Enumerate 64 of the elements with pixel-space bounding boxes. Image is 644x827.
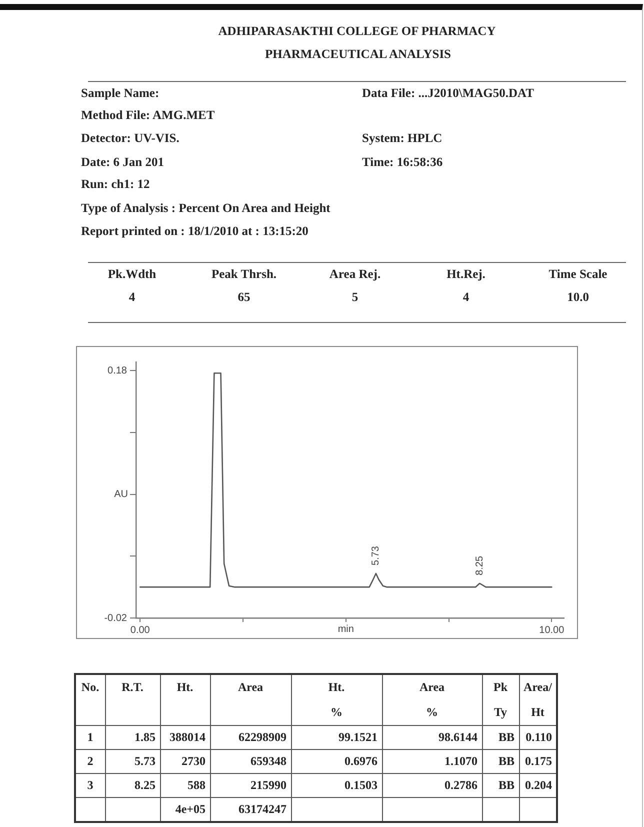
text: 1.1070 <box>444 754 478 768</box>
text: Ht. % <box>328 680 345 719</box>
text: Area Rej. <box>329 266 381 281</box>
text: Peak Thrsh. <box>211 266 277 281</box>
text: BB <box>498 754 514 768</box>
text: Data File: ...J2010\MAG50.DAT <box>362 86 534 100</box>
text: 0.175 <box>525 754 552 768</box>
text: 215990 <box>250 778 286 792</box>
text: Date: 6 Jan 201 <box>81 154 164 169</box>
text: 588 <box>188 778 206 792</box>
text: 5.73 <box>134 754 156 768</box>
text: 8.25 <box>134 778 156 792</box>
text: 98.6144 <box>438 730 478 744</box>
text: BB <box>498 730 514 744</box>
text: 659348 <box>250 754 286 768</box>
x-tick-label: 10.00 <box>539 624 565 636</box>
chart-title: ADHIPARASAKTHI COLLEGE OF PHARMACY <box>218 24 496 38</box>
chart-subtitle: PHARMACEUTICAL ANALYSIS <box>264 46 452 61</box>
text: 0.1503 <box>344 778 378 792</box>
text: Report printed on : 18/1/2010 at : 13:15:20 <box>81 224 308 238</box>
text: Time Scale <box>548 266 608 281</box>
text: Time: 16:58:36 <box>362 154 443 169</box>
text: Method File: AMG.MET <box>81 108 215 122</box>
x-axis-title: min <box>338 624 354 635</box>
annotation: 8.25 <box>474 555 486 576</box>
text: 62298909 <box>238 730 286 744</box>
text: 63174247 <box>238 802 286 816</box>
text: Sample Name: <box>81 86 160 100</box>
text: Ht.Rej. <box>446 266 486 281</box>
text: 10.0 <box>567 290 589 304</box>
text: 99.1521 <box>338 730 378 744</box>
text: Pk Ty <box>493 680 508 719</box>
text: 1.85 <box>134 730 156 744</box>
text: Area <box>238 680 264 694</box>
text: 1 <box>87 730 94 744</box>
text: System: HPLC <box>362 130 442 145</box>
y-tick-label: 0.18 <box>108 365 128 376</box>
text: 4e+05 <box>175 802 206 816</box>
text: R.T. <box>122 680 144 694</box>
y-axis-title: AU <box>114 489 128 500</box>
text: 0.2786 <box>444 778 478 792</box>
x-tick-label: 0.00 <box>130 624 150 636</box>
text: 388014 <box>170 730 206 744</box>
text: 3 <box>87 778 94 792</box>
y-tick-label: -0.02 <box>104 612 128 624</box>
text: 2730 <box>182 754 206 768</box>
text: 2 <box>87 754 94 768</box>
text: Run: ch1: 12 <box>81 176 150 191</box>
text: Area/ Ht <box>524 680 552 719</box>
annotation: 5.73 <box>370 546 382 566</box>
text: 4 <box>462 290 470 304</box>
text: Area % <box>419 680 445 719</box>
text: 5 <box>352 290 358 304</box>
text: Detector: UV-VIS. <box>81 130 180 145</box>
text: Pk.Wdth <box>108 266 156 281</box>
text: 65 <box>238 290 250 304</box>
text: 0.204 <box>525 778 552 792</box>
text: 0.6976 <box>344 754 378 768</box>
text: Type of Analysis : Percent On Area and Height <box>81 200 330 215</box>
text: 0.110 <box>526 730 552 744</box>
text: No. <box>81 680 100 694</box>
text: BB <box>498 778 514 792</box>
text: Ht. <box>176 680 194 694</box>
text: 4 <box>128 290 136 304</box>
